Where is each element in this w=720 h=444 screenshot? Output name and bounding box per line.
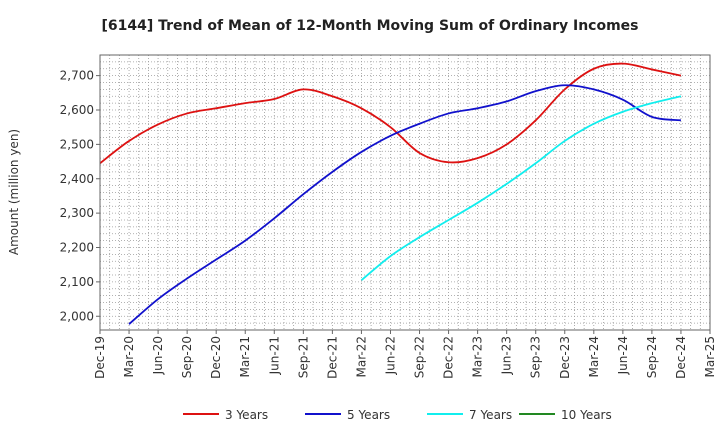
x-tick-label: Mar-20 <box>122 336 136 377</box>
plot-area <box>100 55 710 330</box>
x-tick-label: Sep-22 <box>413 336 427 378</box>
legend-label: 5 Years <box>347 408 390 422</box>
x-tick-label: Sep-20 <box>180 336 194 378</box>
x-tick-label: Jun-24 <box>616 336 630 375</box>
x-tick-label: Dec-19 <box>93 336 107 379</box>
x-tick-label: Mar-24 <box>587 336 601 377</box>
y-tick-label: 2,100 <box>60 275 94 289</box>
x-tick-label: Dec-21 <box>325 336 339 379</box>
y-tick-label: 2,600 <box>60 103 94 117</box>
y-tick-label: 2,200 <box>60 241 94 255</box>
x-tick-label: Mar-21 <box>238 336 252 377</box>
x-tick-label: Mar-22 <box>354 336 368 377</box>
x-tick-label: Dec-20 <box>209 336 223 379</box>
x-tick-label: Dec-23 <box>558 336 572 379</box>
x-tick-label: Jun-20 <box>151 336 165 375</box>
x-tick-label: Dec-24 <box>674 336 688 379</box>
x-tick-label: Jun-23 <box>500 336 514 375</box>
legend-label: 10 Years <box>561 408 612 422</box>
series-line-3-years <box>99 62 682 164</box>
y-axis-label: Amount (million yen) <box>7 129 21 255</box>
x-tick-label: Mar-25 <box>703 336 717 377</box>
x-tick-label: Sep-23 <box>529 336 543 378</box>
x-tick-label: Dec-22 <box>442 336 456 379</box>
x-tick-label: Jun-22 <box>383 336 397 375</box>
y-tick-labels: 2,000 2,100 2,200 2,300 2,400 2,500 2,600 2,700 <box>60 69 100 323</box>
x-tick-label: Sep-21 <box>296 336 310 378</box>
y-tick-label: 2,400 <box>60 172 94 186</box>
y-tick-label: 2,300 <box>60 206 94 220</box>
x-tick-label: Jun-21 <box>267 336 281 375</box>
x-tick-label: Mar-23 <box>471 336 485 377</box>
plot-border <box>99 54 711 331</box>
y-tick-label: 2,700 <box>60 69 94 83</box>
legend: 3 Years 5 Years 7 Years 10 Years <box>183 408 612 422</box>
legend-label: 7 Years <box>469 408 512 422</box>
legend-label: 3 Years <box>225 408 268 422</box>
series-layer <box>99 62 682 325</box>
chart-title: [6144] Trend of Mean of 12-Month Moving … <box>101 18 638 34</box>
y-tick-label: 2,500 <box>60 137 94 151</box>
y-tick-label: 2,000 <box>60 309 94 323</box>
x-tick-labels: Dec-19 Mar-20 Jun-20 Sep-20 Dec-20 Mar-21 Jun-… <box>93 330 717 379</box>
x-tick-label: Sep-24 <box>645 336 659 378</box>
series-line-7-years <box>360 95 682 281</box>
series-line-5-years <box>128 84 682 325</box>
